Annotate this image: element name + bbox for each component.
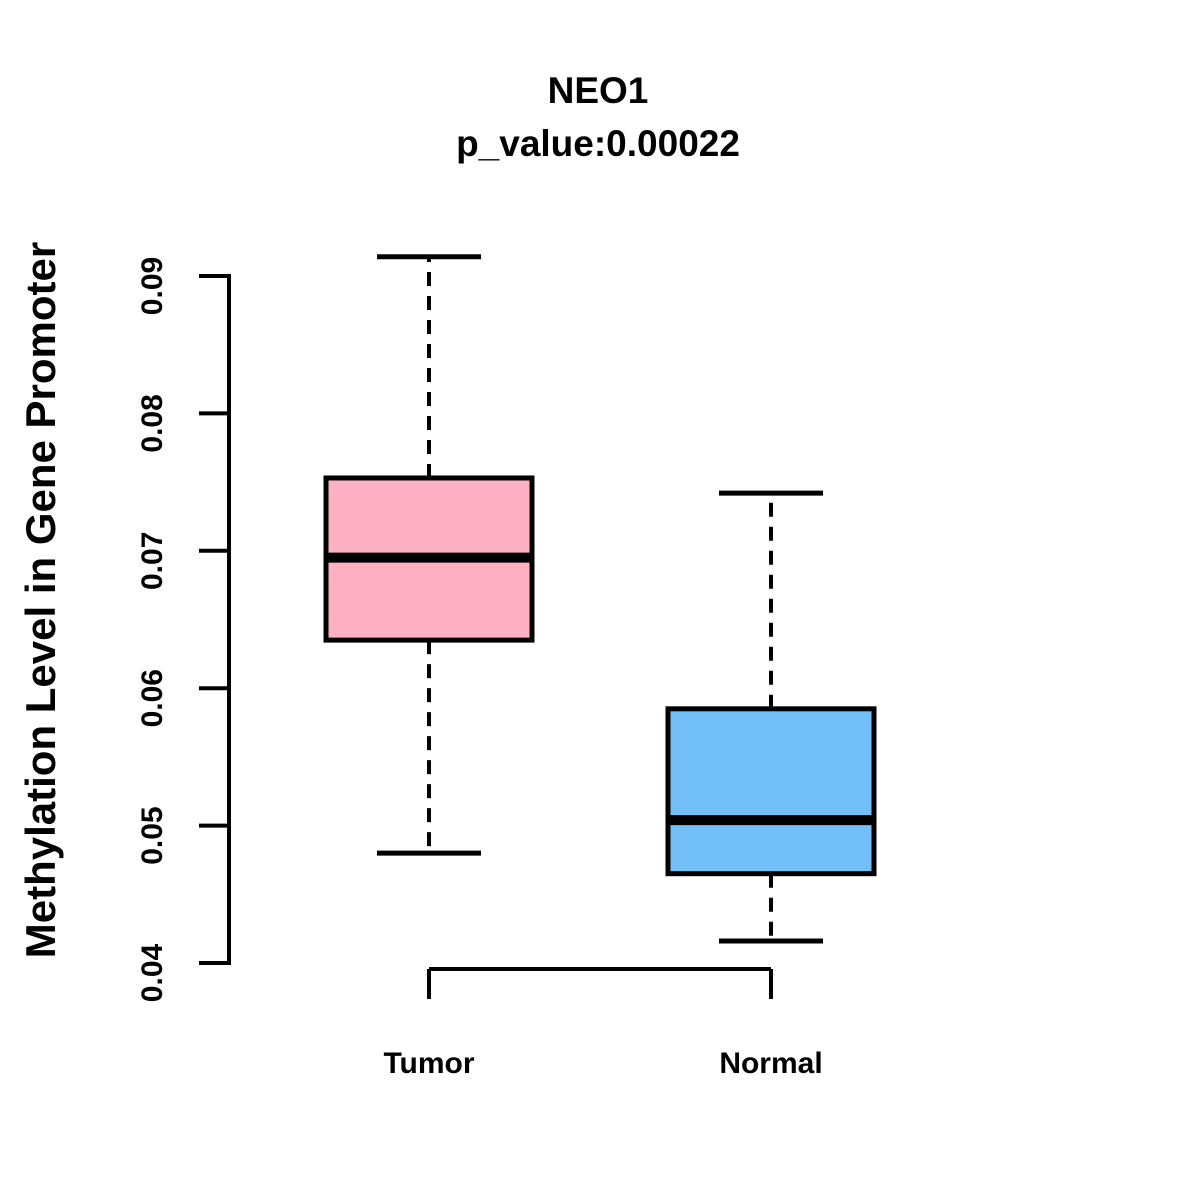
y-axis-tick-label: 0.04 <box>136 943 169 1002</box>
x-axis-label-tumor: Tumor <box>383 1047 474 1080</box>
y-axis-tick-label: 0.09 <box>136 257 169 315</box>
chart-title: NEO1 <box>547 70 649 111</box>
x-axis-label-normal: Normal <box>719 1047 822 1080</box>
y-axis-tick-label: 0.06 <box>136 669 169 727</box>
y-axis-tick-label: 0.08 <box>136 394 169 452</box>
y-axis-tick-label: 0.05 <box>136 806 169 864</box>
y-axis-title: Methylation Level in Gene Promoter <box>17 241 64 959</box>
chart-title-block: NEO1 p_value:0.00022 <box>230 64 966 170</box>
boxplot-box-normal <box>665 706 877 877</box>
y-axis-tick-label: 0.07 <box>136 532 169 590</box>
chart-subtitle: p_value:0.00022 <box>456 123 740 164</box>
